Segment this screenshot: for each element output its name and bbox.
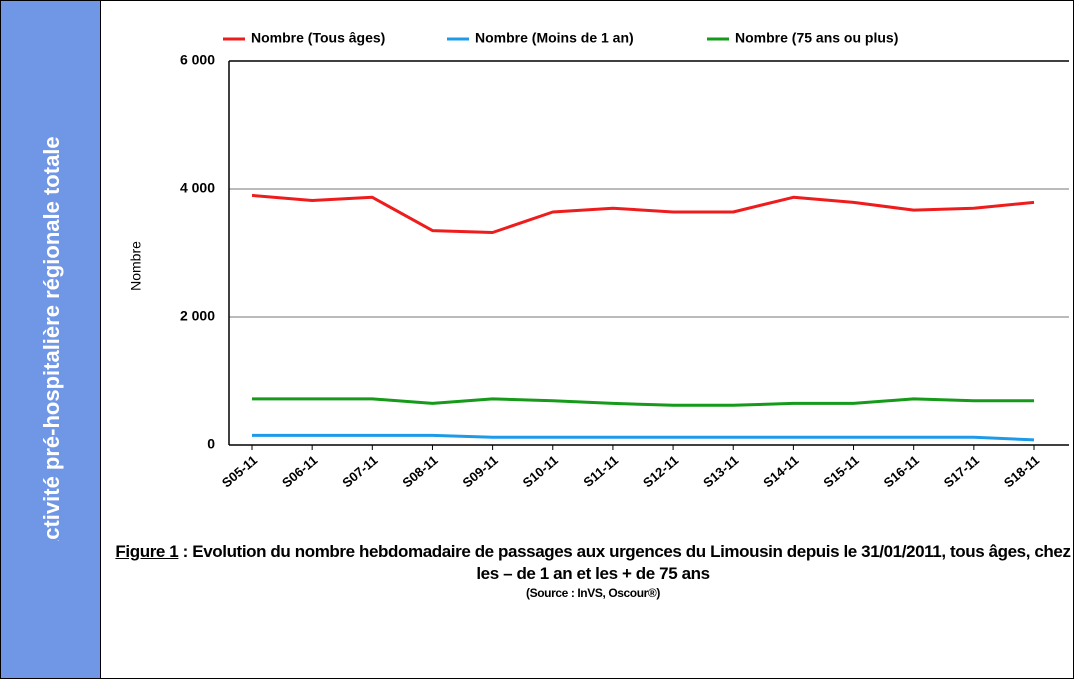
x-tick-label: S12-11 [640, 452, 681, 490]
caption: Figure 1 : Evolution du nombre hebdomada… [113, 541, 1073, 601]
x-tick-label: S18-11 [1001, 452, 1042, 490]
x-tick-label: S13-11 [700, 452, 741, 490]
caption-label: Figure 1 [115, 542, 179, 561]
line-series [252, 433, 1035, 442]
x-tick-label: S10-11 [520, 452, 561, 490]
legend-label: Nombre (75 ans ou plus) [735, 30, 898, 46]
x-tick-label: S09-11 [460, 452, 501, 490]
line-series [252, 397, 1034, 407]
y-tick-label: 4 000 [180, 180, 215, 196]
y-tick-label: 2 000 [180, 308, 215, 324]
x-tick-label: S15-11 [820, 452, 861, 490]
legend-label: Nombre (Tous âges) [251, 30, 385, 46]
x-tick-label: S08-11 [399, 452, 440, 490]
x-tick-label: S06-11 [279, 452, 320, 490]
x-tick-label: S14-11 [760, 452, 801, 490]
y-tick-label: 6 000 [180, 52, 215, 68]
x-tick-label: S16-11 [881, 452, 922, 490]
y-tick-label: 0 [207, 436, 215, 452]
sidebar-title: Activité pré-hospitalière régionale tota… [39, 136, 64, 541]
line-series [251, 193, 1035, 234]
sidebar [1, 1, 101, 678]
x-tick-label: S07-11 [339, 452, 380, 490]
caption-source: (Source : InVS, Oscour®) [526, 586, 660, 600]
caption-text: : Evolution du nombre hebdomadaire de pa… [178, 542, 1071, 583]
x-tick-label: S11-11 [580, 452, 621, 490]
legend-label: Nombre (Moins de 1 an) [475, 30, 634, 46]
y-axis-label: Nombre [128, 241, 144, 291]
x-tick-label: S05-11 [219, 452, 260, 490]
x-tick-label: S17-11 [941, 452, 982, 490]
chart: Activité pré-hospitalière régionale tota… [39, 30, 1069, 541]
